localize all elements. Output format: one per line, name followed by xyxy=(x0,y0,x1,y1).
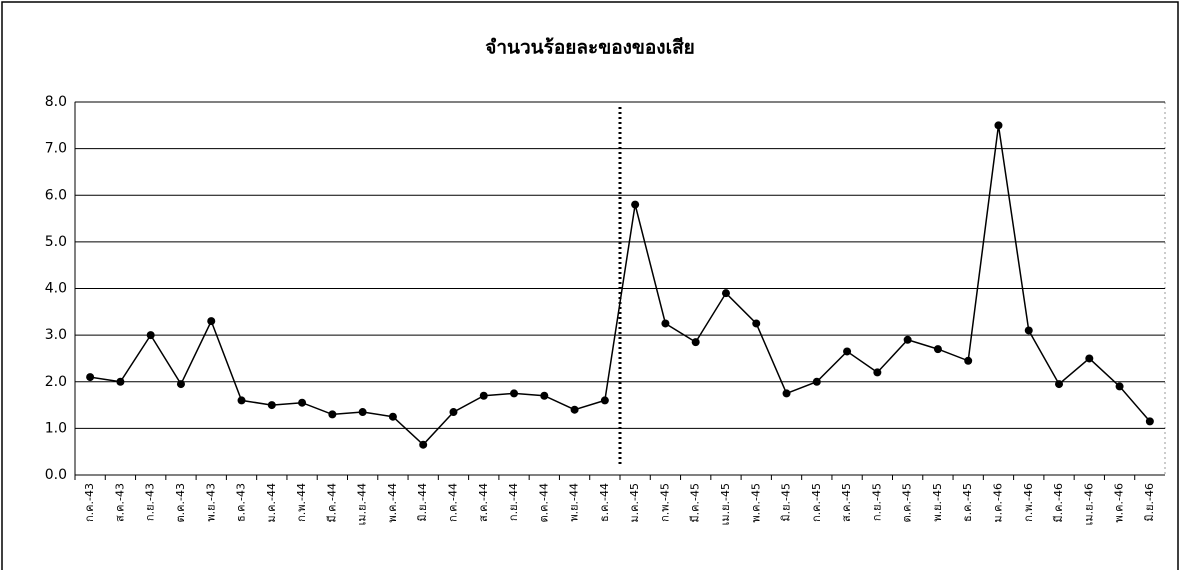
x-tick-label: เม.ย.-45 xyxy=(719,483,732,525)
x-tick-label: ธ.ค.-44 xyxy=(598,483,611,522)
data-point xyxy=(843,347,852,356)
y-tick-label: 7.0 xyxy=(45,141,67,157)
chart-title: จำนวนร้อยละของของเสีย xyxy=(485,37,695,59)
data-point xyxy=(510,389,519,398)
data-point xyxy=(1115,382,1124,391)
data-point xyxy=(661,319,670,328)
x-tick-label: ม.ค.-46 xyxy=(991,483,1004,523)
data-point xyxy=(328,410,337,419)
x-tick-label: ต.ค.-43 xyxy=(174,483,187,522)
data-point xyxy=(358,408,367,417)
y-tick-label: 4.0 xyxy=(45,281,67,297)
data-point xyxy=(146,331,155,340)
x-tick-label: มิ.ย.-46 xyxy=(1143,483,1156,522)
y-tick-label: 2.0 xyxy=(45,374,67,390)
data-point xyxy=(267,401,276,410)
data-point xyxy=(388,412,397,421)
y-tick-label: 0.0 xyxy=(45,467,67,483)
data-point xyxy=(721,289,730,298)
x-tick-label: ต.ค.-45 xyxy=(901,483,914,522)
x-tick-label: ก.พ.-44 xyxy=(295,483,308,522)
x-tick-label: พ.ย.-45 xyxy=(931,483,944,522)
data-point xyxy=(782,389,791,398)
x-tick-label: ก.พ.-46 xyxy=(1022,483,1035,522)
y-tick-label: 6.0 xyxy=(45,187,67,203)
data-point xyxy=(1085,354,1094,363)
data-point xyxy=(237,396,246,405)
data-point xyxy=(479,391,488,400)
data-point xyxy=(873,368,882,377)
data-point xyxy=(631,200,640,209)
data-point xyxy=(449,408,458,417)
data-point xyxy=(1024,326,1033,335)
x-tick-label: เม.ย.-46 xyxy=(1082,483,1095,525)
data-point xyxy=(994,121,1003,130)
y-tick-label: 1.0 xyxy=(45,420,67,436)
data-point xyxy=(964,356,973,365)
x-tick-label: ก.ย.-43 xyxy=(144,483,157,521)
data-point xyxy=(903,335,912,344)
series-line xyxy=(90,125,1151,446)
data-point xyxy=(176,380,185,389)
data-point xyxy=(1145,417,1154,426)
x-tick-label: มิ.ย.-44 xyxy=(416,483,429,522)
x-tick-label: ก.ย.-45 xyxy=(870,483,883,521)
x-tick-label: ก.ค.-43 xyxy=(83,483,96,522)
data-point xyxy=(812,377,821,386)
x-tick-label: พ.ค.-44 xyxy=(386,483,399,523)
x-tick-label: ส.ค.-43 xyxy=(113,483,126,522)
data-point xyxy=(419,440,428,449)
data-point xyxy=(207,317,216,326)
data-point xyxy=(540,391,549,400)
x-tick-label: ต.ค.-44 xyxy=(537,483,550,522)
x-tick-label: มี.ค.-46 xyxy=(1052,483,1065,523)
x-tick-label: มี.ค.-45 xyxy=(689,483,702,523)
x-tick-label: มิ.ย.-45 xyxy=(780,483,793,522)
x-tick-label: ม.ค.-45 xyxy=(628,483,641,523)
data-point xyxy=(691,338,700,347)
y-tick-label: 3.0 xyxy=(45,327,67,343)
x-tick-label: ก.ค.-45 xyxy=(810,483,823,522)
x-tick-label: ก.ย.-44 xyxy=(507,483,520,521)
data-point xyxy=(116,377,125,386)
x-tick-label: พ.ค.-46 xyxy=(1113,483,1126,523)
x-tick-label: ก.ค.-44 xyxy=(446,483,459,522)
x-tick-label: ธ.ค.-43 xyxy=(235,483,248,522)
x-tick-label: เม.ย.-44 xyxy=(356,483,369,525)
x-tick-label: พ.ย.-44 xyxy=(568,483,581,522)
data-point xyxy=(600,396,609,405)
data-point xyxy=(933,345,942,354)
data-point xyxy=(1055,380,1064,389)
x-tick-label: ส.ค.-44 xyxy=(477,483,490,522)
data-point xyxy=(752,319,761,328)
x-tick-label: มี.ค.-44 xyxy=(325,483,338,523)
y-tick-label: 5.0 xyxy=(45,234,67,250)
x-tick-label: ม.ค.-44 xyxy=(265,483,278,523)
x-tick-label: ธ.ค.-45 xyxy=(961,483,974,522)
x-tick-label: พ.ย.-43 xyxy=(204,483,217,522)
data-point xyxy=(298,398,307,407)
data-point xyxy=(86,373,95,382)
x-tick-label: พ.ค.-45 xyxy=(749,483,762,523)
x-tick-label: ส.ค.-45 xyxy=(840,483,853,522)
x-tick-label: ก.พ.-45 xyxy=(658,483,671,522)
data-point xyxy=(570,405,579,414)
y-tick-label: 8.0 xyxy=(45,94,67,110)
